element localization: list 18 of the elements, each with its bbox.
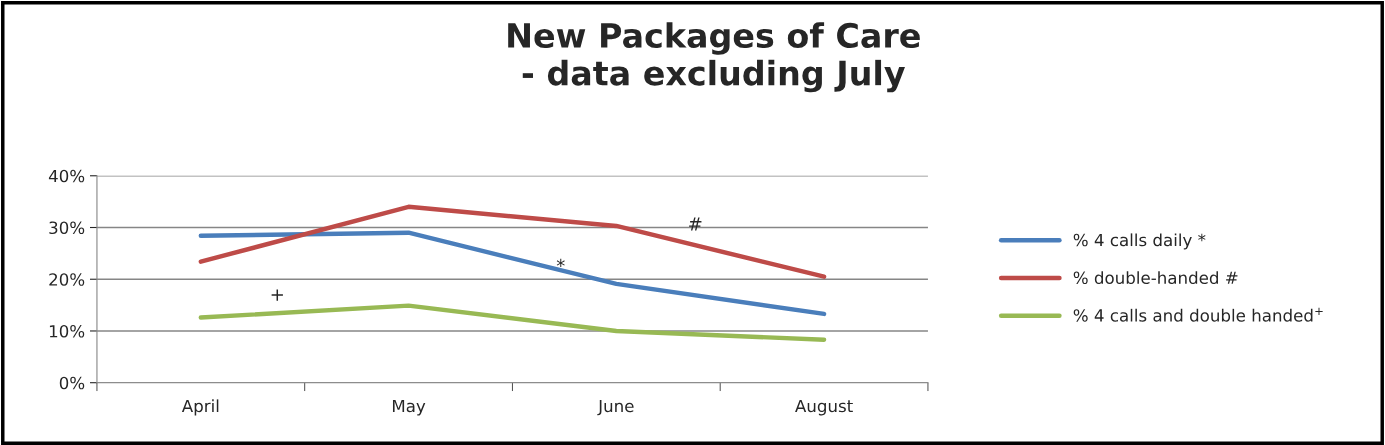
line-series: [198, 303, 827, 342]
chart-title: New Packages of Care - data excluding July: [508, 22, 920, 93]
y-tick-label: 40%: [48, 169, 85, 183]
legend-label: % 4 calls and double handed$^{+}$: [1073, 307, 1323, 322]
x-tick-label: June: [597, 399, 634, 416]
annotation: *: [556, 258, 565, 268]
x-tick-label: May: [392, 399, 426, 416]
y-tick-label: 0%: [59, 376, 85, 390]
x-tick-label: August: [795, 399, 853, 416]
legend-label: % double-handed #: [1073, 271, 1238, 285]
line-series: [198, 204, 827, 279]
line-series: [198, 230, 827, 317]
y-tick-label: 20%: [49, 273, 85, 286]
y-tick-label: 30%: [49, 221, 85, 235]
legend-label: % 4 calls daily *: [1073, 233, 1206, 250]
x-tick-label: April: [181, 399, 219, 416]
annotation: +: [271, 289, 283, 301]
y-tick-label: 10%: [49, 324, 85, 338]
